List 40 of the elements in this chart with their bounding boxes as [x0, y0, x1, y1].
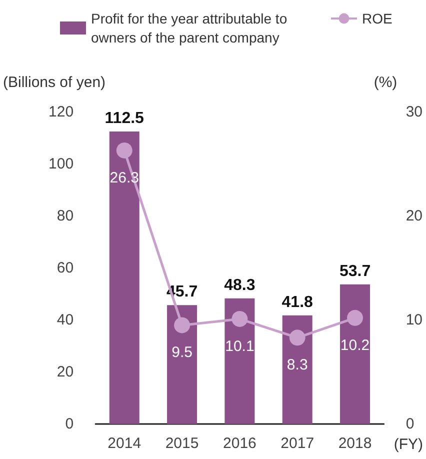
- data-label: 41.8: [282, 294, 314, 311]
- x-axis-title: (FY): [394, 436, 424, 453]
- x-tick-label: 2017: [280, 435, 314, 452]
- legend-label: ROE: [362, 10, 392, 26]
- y-tick-label: 40: [56, 312, 74, 328]
- data-label: 8.3: [286, 356, 308, 374]
- y-tick-label: 100: [48, 156, 74, 172]
- y-tick-label: 80: [56, 208, 74, 224]
- y-axis-title: (Billions of yen): [2, 74, 106, 91]
- x-tick-label: 2015: [165, 435, 199, 452]
- y2-axis-title: (%): [374, 74, 398, 91]
- y2-tick-label: 0: [406, 416, 414, 432]
- data-label: 48.3: [224, 276, 256, 294]
- data-label: 26.3: [110, 169, 139, 186]
- x-tick-label: 2016: [223, 435, 256, 452]
- y-tick-label: 120: [48, 104, 74, 120]
- point: [174, 317, 190, 334]
- point: [347, 310, 364, 326]
- data-label: 112.5: [104, 110, 144, 127]
- y2-tick-label: 20: [406, 208, 423, 224]
- y-tick-label: 20: [56, 364, 74, 380]
- bar: [224, 298, 255, 424]
- data-label: 9.5: [172, 344, 192, 362]
- y-tick-label: 0: [65, 416, 74, 432]
- legend-label: Profit for the year attributable to owners of the parent company: [91, 10, 291, 46]
- bar: [340, 284, 370, 424]
- x-tick-label: 2018: [338, 435, 372, 452]
- y2-tick-label: 30: [406, 104, 423, 120]
- point: [232, 310, 248, 327]
- point: [116, 142, 132, 158]
- bar: [282, 315, 312, 424]
- y-tick-label: 60: [56, 260, 74, 276]
- data-label: 10.1: [225, 338, 254, 355]
- data-label: 10.2: [340, 336, 370, 354]
- y2-tick-label: 10: [406, 312, 423, 328]
- point: [289, 330, 306, 346]
- x-tick-label: 2014: [108, 435, 142, 452]
- data-label: 53.7: [339, 262, 371, 280]
- bar: [109, 132, 140, 424]
- bar: [167, 305, 198, 424]
